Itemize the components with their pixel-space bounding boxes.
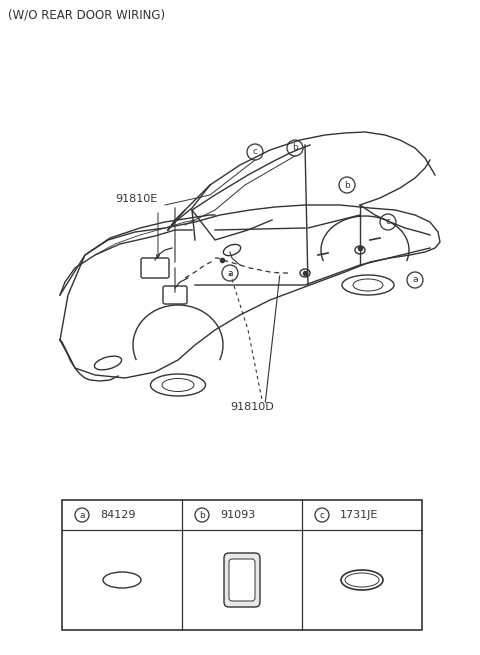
FancyBboxPatch shape xyxy=(163,286,187,304)
Text: c: c xyxy=(252,147,257,157)
Text: a: a xyxy=(227,269,233,278)
Bar xyxy=(62,500,422,630)
Text: b: b xyxy=(292,143,298,153)
Text: (W/O REAR DOOR WIRING): (W/O REAR DOOR WIRING) xyxy=(8,8,165,21)
Text: b: b xyxy=(344,181,350,189)
FancyBboxPatch shape xyxy=(229,559,255,601)
FancyBboxPatch shape xyxy=(141,258,169,278)
Text: a: a xyxy=(412,276,418,284)
FancyBboxPatch shape xyxy=(224,553,260,607)
Text: c: c xyxy=(385,217,391,227)
Text: b: b xyxy=(199,510,205,519)
Text: 1731JE: 1731JE xyxy=(340,510,378,520)
Text: 91810E: 91810E xyxy=(115,194,157,204)
Text: c: c xyxy=(320,510,324,519)
Text: 91810D: 91810D xyxy=(230,402,274,412)
Text: 91093: 91093 xyxy=(220,510,255,520)
Text: a: a xyxy=(79,510,85,519)
Text: 84129: 84129 xyxy=(100,510,135,520)
